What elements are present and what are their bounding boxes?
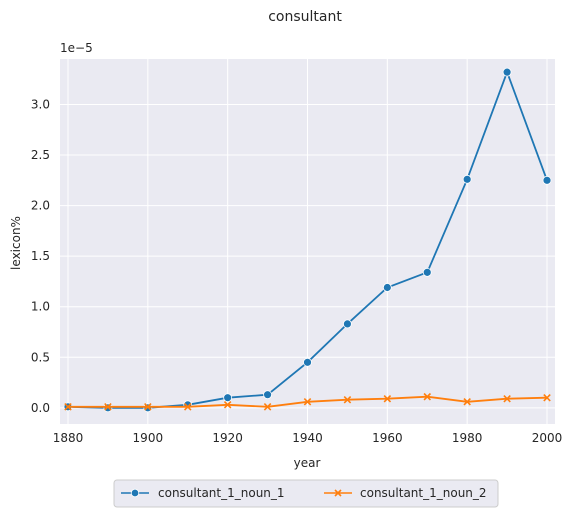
legend-box — [113, 479, 499, 508]
data-point-consultant_1_noun_2 — [104, 403, 112, 411]
x-tick-label: 1960 — [372, 431, 403, 445]
data-point-consultant_1_noun_2 — [343, 395, 352, 404]
legend-label-consultant_1_noun_1: consultant_1_noun_1 — [158, 486, 285, 500]
x-tick-label: 1900 — [133, 431, 164, 445]
x-tick-label: 1920 — [212, 431, 243, 445]
legend-marker-consultant_1_noun_1 — [130, 488, 140, 498]
x-axis-label: year — [294, 456, 321, 470]
data-point-consultant_1_noun_1 — [223, 393, 233, 403]
data-point-consultant_1_noun_1 — [422, 267, 432, 277]
data-point-consultant_1_noun_1 — [303, 357, 312, 367]
data-point-consultant_1_noun_2 — [183, 403, 192, 411]
series-layer — [63, 67, 552, 413]
x-tick-label: 1980 — [452, 431, 483, 445]
x-tick-label: 1940 — [292, 431, 323, 445]
legend-label-consultant_1_noun_2: consultant_1_noun_2 — [360, 486, 487, 500]
data-point-consultant_1_noun_2 — [64, 403, 72, 411]
data-point-consultant_1_noun_2 — [144, 403, 152, 411]
data-point-consultant_1_noun_2 — [463, 397, 471, 406]
legend: consultant_1_noun_1 consultant_1_noun_2 — [113, 479, 499, 508]
y-tick-label: 1.5 — [31, 249, 50, 263]
data-point-consultant_1_noun_1 — [263, 390, 272, 400]
data-point-consultant_1_noun_2 — [543, 393, 551, 402]
data-point-consultant_1_noun_2 — [383, 394, 392, 403]
y-tick-label: 3.0 — [31, 97, 50, 111]
data-point-consultant_1_noun_2 — [263, 403, 272, 411]
data-point-consultant_1_noun_1 — [462, 174, 472, 184]
y-tick-label: 2.5 — [31, 148, 50, 162]
x-tick-labels: 1880 1900 1920 1940 1960 1980 2000 — [53, 431, 563, 445]
data-point-consultant_1_noun_1 — [502, 67, 512, 77]
data-point-consultant_1_noun_1 — [343, 319, 352, 329]
y-tick-label: 2.0 — [31, 199, 50, 213]
data-point-consultant_1_noun_2 — [223, 401, 232, 409]
x-tick-label: 2000 — [532, 431, 563, 445]
data-point-consultant_1_noun_1 — [542, 175, 552, 185]
y-tick-labels: 0.0 0.5 1.0 1.5 2.0 2.5 3.0 — [31, 97, 50, 414]
data-point-consultant_1_noun_1 — [382, 283, 392, 292]
y-tick-label: 0.5 — [31, 350, 50, 364]
y-offset-label: 1e−5 — [60, 41, 93, 55]
y-tick-label: 1.0 — [31, 300, 50, 314]
data-point-consultant_1_noun_2 — [303, 397, 312, 406]
y-axis-label: lexicon% — [9, 216, 23, 270]
x-tick-label: 1880 — [53, 431, 84, 445]
legend-marker-consultant_1_noun_2 — [334, 489, 342, 497]
chart-title: consultant — [268, 9, 342, 25]
data-point-consultant_1_noun_2 — [503, 394, 511, 403]
y-tick-label: 0.0 — [31, 401, 50, 415]
data-point-consultant_1_noun_2 — [423, 392, 432, 401]
